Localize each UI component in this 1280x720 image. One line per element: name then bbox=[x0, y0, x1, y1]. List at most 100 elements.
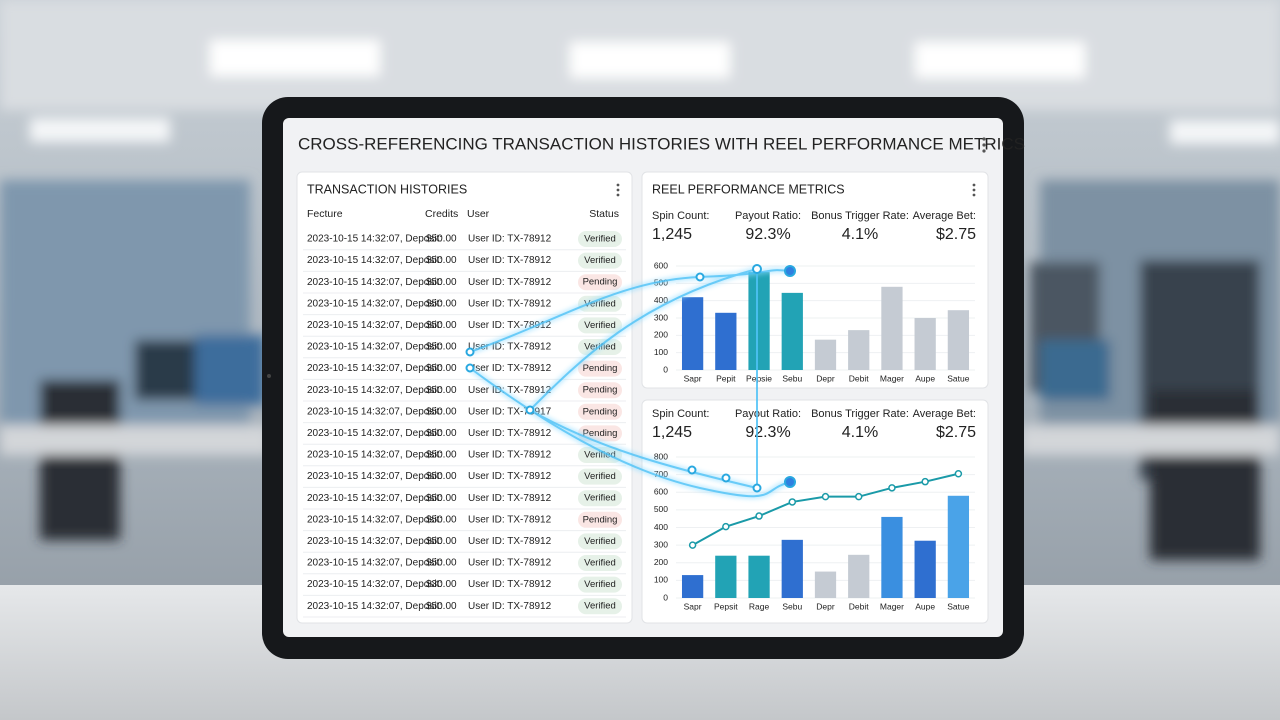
status-pill bbox=[578, 317, 622, 334]
y-tick-label: 300 bbox=[654, 539, 668, 549]
card-title: REEL PERFORMANCE METRICS bbox=[652, 182, 845, 196]
y-tick-label: 0 bbox=[663, 364, 668, 374]
bar bbox=[814, 571, 837, 598]
status: Verified bbox=[584, 320, 616, 331]
amount: $30.00 bbox=[426, 579, 457, 590]
y-tick-label: 100 bbox=[654, 575, 668, 585]
dashboard-title: CROSS-REFERENCING TRANSACTION HISTORIES … bbox=[298, 134, 1025, 153]
bar bbox=[715, 312, 737, 370]
line-marker bbox=[921, 477, 929, 486]
x-tick-label: Sapr bbox=[684, 601, 702, 611]
status: Pending bbox=[583, 385, 618, 396]
user-id: User ID: TX-78912 bbox=[468, 471, 552, 482]
status: Verified bbox=[584, 298, 616, 309]
line-marker bbox=[854, 492, 863, 501]
timestamp: 2023-10-15 14:32:07, Deposit: bbox=[307, 234, 442, 245]
column-header: Credits bbox=[425, 208, 458, 220]
timestamp: 2023-10-15 14:32:07, Deposit: bbox=[307, 385, 442, 396]
timestamp: 2023-10-15 14:32:07, Deposit: bbox=[307, 493, 442, 504]
bar bbox=[914, 318, 936, 370]
timestamp: 2023-10-15 14:32:07, Deposit: bbox=[307, 450, 442, 461]
timestamp: 2023-10-15 14:32:07, Deposit: bbox=[307, 579, 442, 590]
timestamp: 2023-10-15 14:32:07, Deposit: bbox=[307, 514, 442, 525]
menu-icon[interactable] bbox=[972, 183, 976, 197]
status: Verified bbox=[584, 493, 616, 504]
bar bbox=[848, 554, 870, 598]
bar bbox=[881, 286, 903, 370]
timestamp: 2023-10-15 14:32:07, Deposit: bbox=[307, 342, 442, 353]
amount: $50.00 bbox=[426, 406, 457, 417]
x-tick-label: Mager bbox=[880, 373, 904, 383]
y-tick-label: 600 bbox=[654, 487, 668, 497]
transactions-card bbox=[296, 171, 633, 624]
status-pill bbox=[578, 447, 622, 463]
bar bbox=[814, 339, 837, 370]
metric-value: $2.75 bbox=[936, 226, 976, 243]
status: Verified bbox=[584, 601, 616, 612]
x-tick-label: Sapr bbox=[684, 373, 702, 383]
metric-label: Average Bet: bbox=[913, 210, 976, 222]
amount: $50.00 bbox=[426, 255, 457, 266]
status-pill bbox=[578, 403, 622, 420]
status: Verified bbox=[584, 558, 616, 569]
timestamp: 2023-10-15 14:32:07, Deposit: bbox=[307, 363, 442, 374]
x-tick-label: Rage bbox=[749, 601, 770, 611]
metric-label: Average Bet: bbox=[913, 408, 976, 420]
camera bbox=[267, 374, 271, 378]
metric-value: 1,245 bbox=[652, 424, 692, 441]
menu-icon[interactable] bbox=[982, 137, 986, 153]
amount: $50.00 bbox=[426, 558, 457, 569]
menu-icon[interactable] bbox=[616, 183, 620, 197]
line-marker bbox=[821, 492, 830, 501]
bar bbox=[715, 555, 737, 598]
timestamp: 2023-10-15 14:32:07, Deposit: bbox=[307, 406, 442, 417]
user-id: User ID: TX-78912 bbox=[468, 277, 552, 288]
y-tick-label: 500 bbox=[654, 504, 668, 514]
line-marker bbox=[788, 498, 797, 506]
status-pill bbox=[578, 231, 622, 247]
metric-value: 92.3% bbox=[745, 424, 790, 441]
x-tick-label: Sebu bbox=[782, 601, 802, 611]
timestamp: 2023-10-15 14:32:07, Deposit: bbox=[307, 298, 442, 309]
x-tick-label: Debit bbox=[849, 373, 869, 383]
user-id: User ID: TX-78912 bbox=[468, 428, 552, 439]
x-tick-label: Pepsit bbox=[714, 601, 738, 611]
status: Pending bbox=[583, 514, 618, 525]
amount: $50.00 bbox=[426, 298, 457, 309]
status-pill bbox=[578, 274, 622, 291]
timestamp: 2023-10-15 14:32:07, Deposit: bbox=[307, 601, 442, 612]
line-marker bbox=[722, 522, 730, 531]
user-id: User ID: TX-78912 bbox=[468, 536, 552, 547]
status: Pending bbox=[583, 277, 618, 288]
x-tick-label: Pepsie bbox=[746, 373, 772, 383]
x-tick-label: Aupe bbox=[915, 373, 935, 383]
user-id: User ID: TX-78912 bbox=[468, 385, 552, 396]
status-pill bbox=[578, 382, 622, 399]
status: Pending bbox=[583, 406, 618, 417]
metric-label: Bonus Trigger Rate: bbox=[811, 210, 909, 222]
y-tick-label: 300 bbox=[654, 312, 668, 322]
status-pill bbox=[578, 555, 622, 571]
user-id: User ID: TX-78912 bbox=[468, 342, 552, 353]
status: Verified bbox=[584, 536, 616, 547]
user-id: User ID: TX-78912 bbox=[468, 234, 552, 245]
amount: $50.00 bbox=[426, 471, 457, 482]
column-header: Fecture bbox=[307, 208, 343, 220]
timestamp: 2023-10-15 14:32:07, Deposit: bbox=[307, 428, 442, 439]
x-tick-label: Satue bbox=[947, 373, 969, 383]
y-tick-label: 800 bbox=[654, 451, 668, 461]
column-header: Status bbox=[589, 208, 619, 220]
y-tick-label: 200 bbox=[654, 330, 668, 340]
status-pill bbox=[578, 533, 622, 550]
user-id: User ID: TX-78912 bbox=[468, 579, 552, 590]
metric-value: 4.1% bbox=[842, 424, 878, 441]
metric-value: 92.3% bbox=[745, 226, 790, 243]
amount: $50.00 bbox=[426, 428, 457, 439]
x-tick-label: Mager bbox=[880, 601, 904, 611]
office-blur bbox=[0, 0, 1280, 560]
connection-nodes bbox=[465, 264, 796, 493]
status-pill bbox=[578, 598, 622, 615]
y-tick-label: 400 bbox=[654, 295, 668, 305]
status: Verified bbox=[584, 471, 616, 482]
